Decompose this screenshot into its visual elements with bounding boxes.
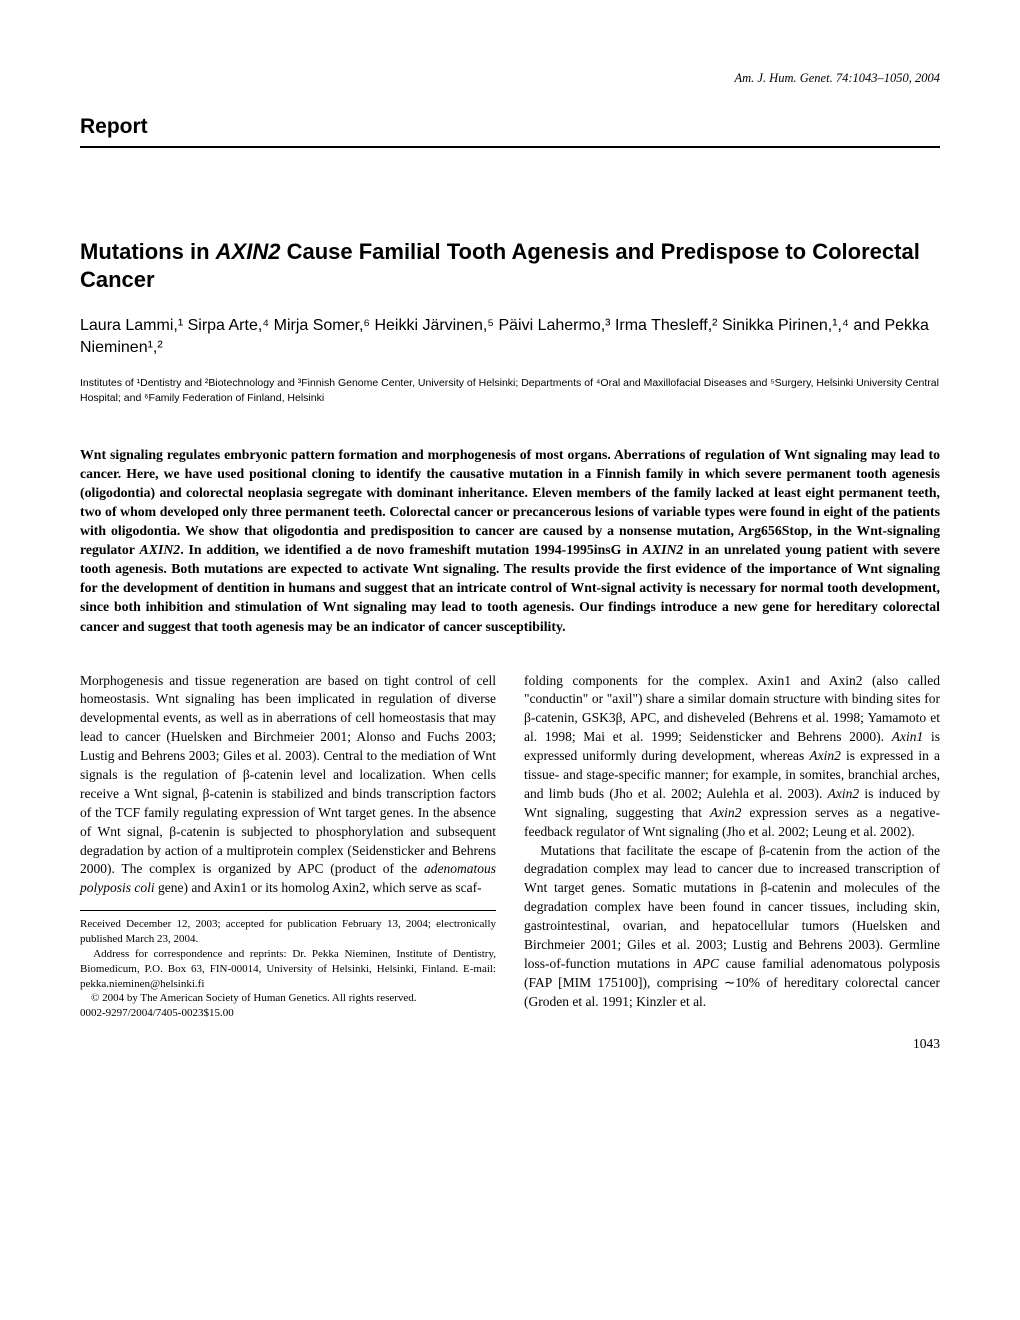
body-paragraph: Morphogenesis and tissue regeneration ar… [80,672,496,899]
body-text: Morphogenesis and tissue regeneration ar… [80,673,496,877]
abstract-text-1: Wnt signaling regulates embryonic patter… [80,447,940,557]
article-title: Mutations in AXIN2 Cause Familial Tooth … [80,238,940,295]
column-right: folding components for the complex. Axin… [524,672,940,1022]
author-list: Laura Lammi,¹ Sirpa Arte,⁴ Mirja Somer,⁶… [80,315,940,360]
footnote-correspondence: Address for correspondence and reprints:… [80,947,496,992]
body-gene: APC [694,956,720,971]
body-gene: Axin1 [892,729,924,744]
title-text-1: Mutations in [80,239,216,264]
body-text: Mutations that facilitate the escape of … [524,843,940,971]
page-number: 1043 [80,1035,940,1054]
footnote-received: Received December 12, 2003; accepted for… [80,917,496,947]
body-paragraph: Mutations that facilitate the escape of … [524,842,940,1012]
column-left: Morphogenesis and tissue regeneration ar… [80,672,496,1022]
section-label: Report [80,112,940,148]
body-gene: Axin2 [809,748,841,763]
body-text: gene) and Axin1 or its homolog Axin2, wh… [155,880,482,895]
affiliations: Institutes of ¹Dentistry and ²Biotechnol… [80,376,940,405]
journal-reference: Am. J. Hum. Genet. 74:1043–1050, 2004 [80,70,940,88]
footnote-issn: 0002-9297/2004/7405-0023$15.00 [80,1006,496,1021]
abstract-gene-2: AXIN2 [643,542,684,557]
body-text: folding components for the complex. Axin… [524,673,940,745]
footnotes: Received December 12, 2003; accepted for… [80,910,496,1021]
footnote-copyright: © 2004 by The American Society of Human … [80,991,496,1006]
title-gene: AXIN2 [216,239,281,264]
abstract-text-2: . In addition, we identified a de novo f… [180,542,642,557]
body-gene: Axin2 [710,805,742,820]
abstract-gene-1: AXIN2 [140,542,181,557]
body-columns: Morphogenesis and tissue regeneration ar… [80,672,940,1022]
body-paragraph: folding components for the complex. Axin… [524,672,940,842]
abstract: Wnt signaling regulates embryonic patter… [80,445,940,635]
body-gene: Axin2 [828,786,860,801]
